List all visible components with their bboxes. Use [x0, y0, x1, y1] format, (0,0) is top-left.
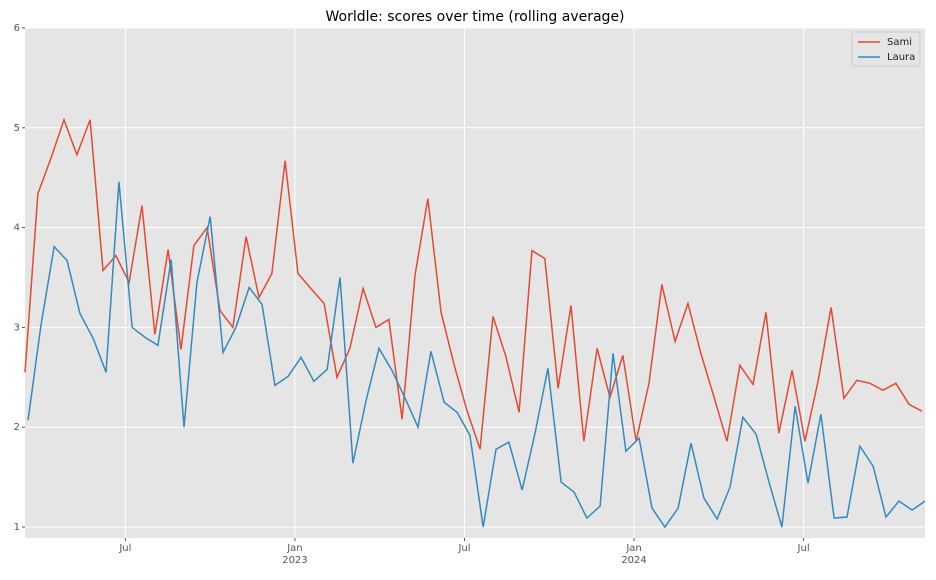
grid: [25, 27, 925, 538]
x-tick-label: Jul: [797, 543, 810, 554]
x-tick-label: 2023: [282, 555, 307, 566]
y-tick-label: 2: [14, 422, 20, 433]
y-tick-label: 3: [14, 322, 20, 333]
x-tick-label: Jul: [457, 543, 470, 554]
y-tick-label: 6: [14, 23, 20, 34]
x-tick-label: Jan: [625, 543, 641, 554]
x-tick-label: Jan: [286, 543, 302, 554]
y-tick-label: 1: [14, 522, 20, 533]
y-tick-label: 5: [14, 123, 20, 134]
legend-label: Laura: [887, 52, 915, 63]
legend-label: Sami: [887, 37, 912, 48]
x-tick-label: 2024: [621, 555, 646, 566]
series-line: [27, 181, 926, 529]
chart-title: Worldle: scores over time (rolling avera…: [325, 9, 624, 25]
plot-area: [25, 28, 925, 538]
x-tick-label: Jul: [118, 543, 131, 554]
y-tick-label: 4: [14, 223, 20, 234]
legend: Sami Laura: [851, 31, 921, 67]
